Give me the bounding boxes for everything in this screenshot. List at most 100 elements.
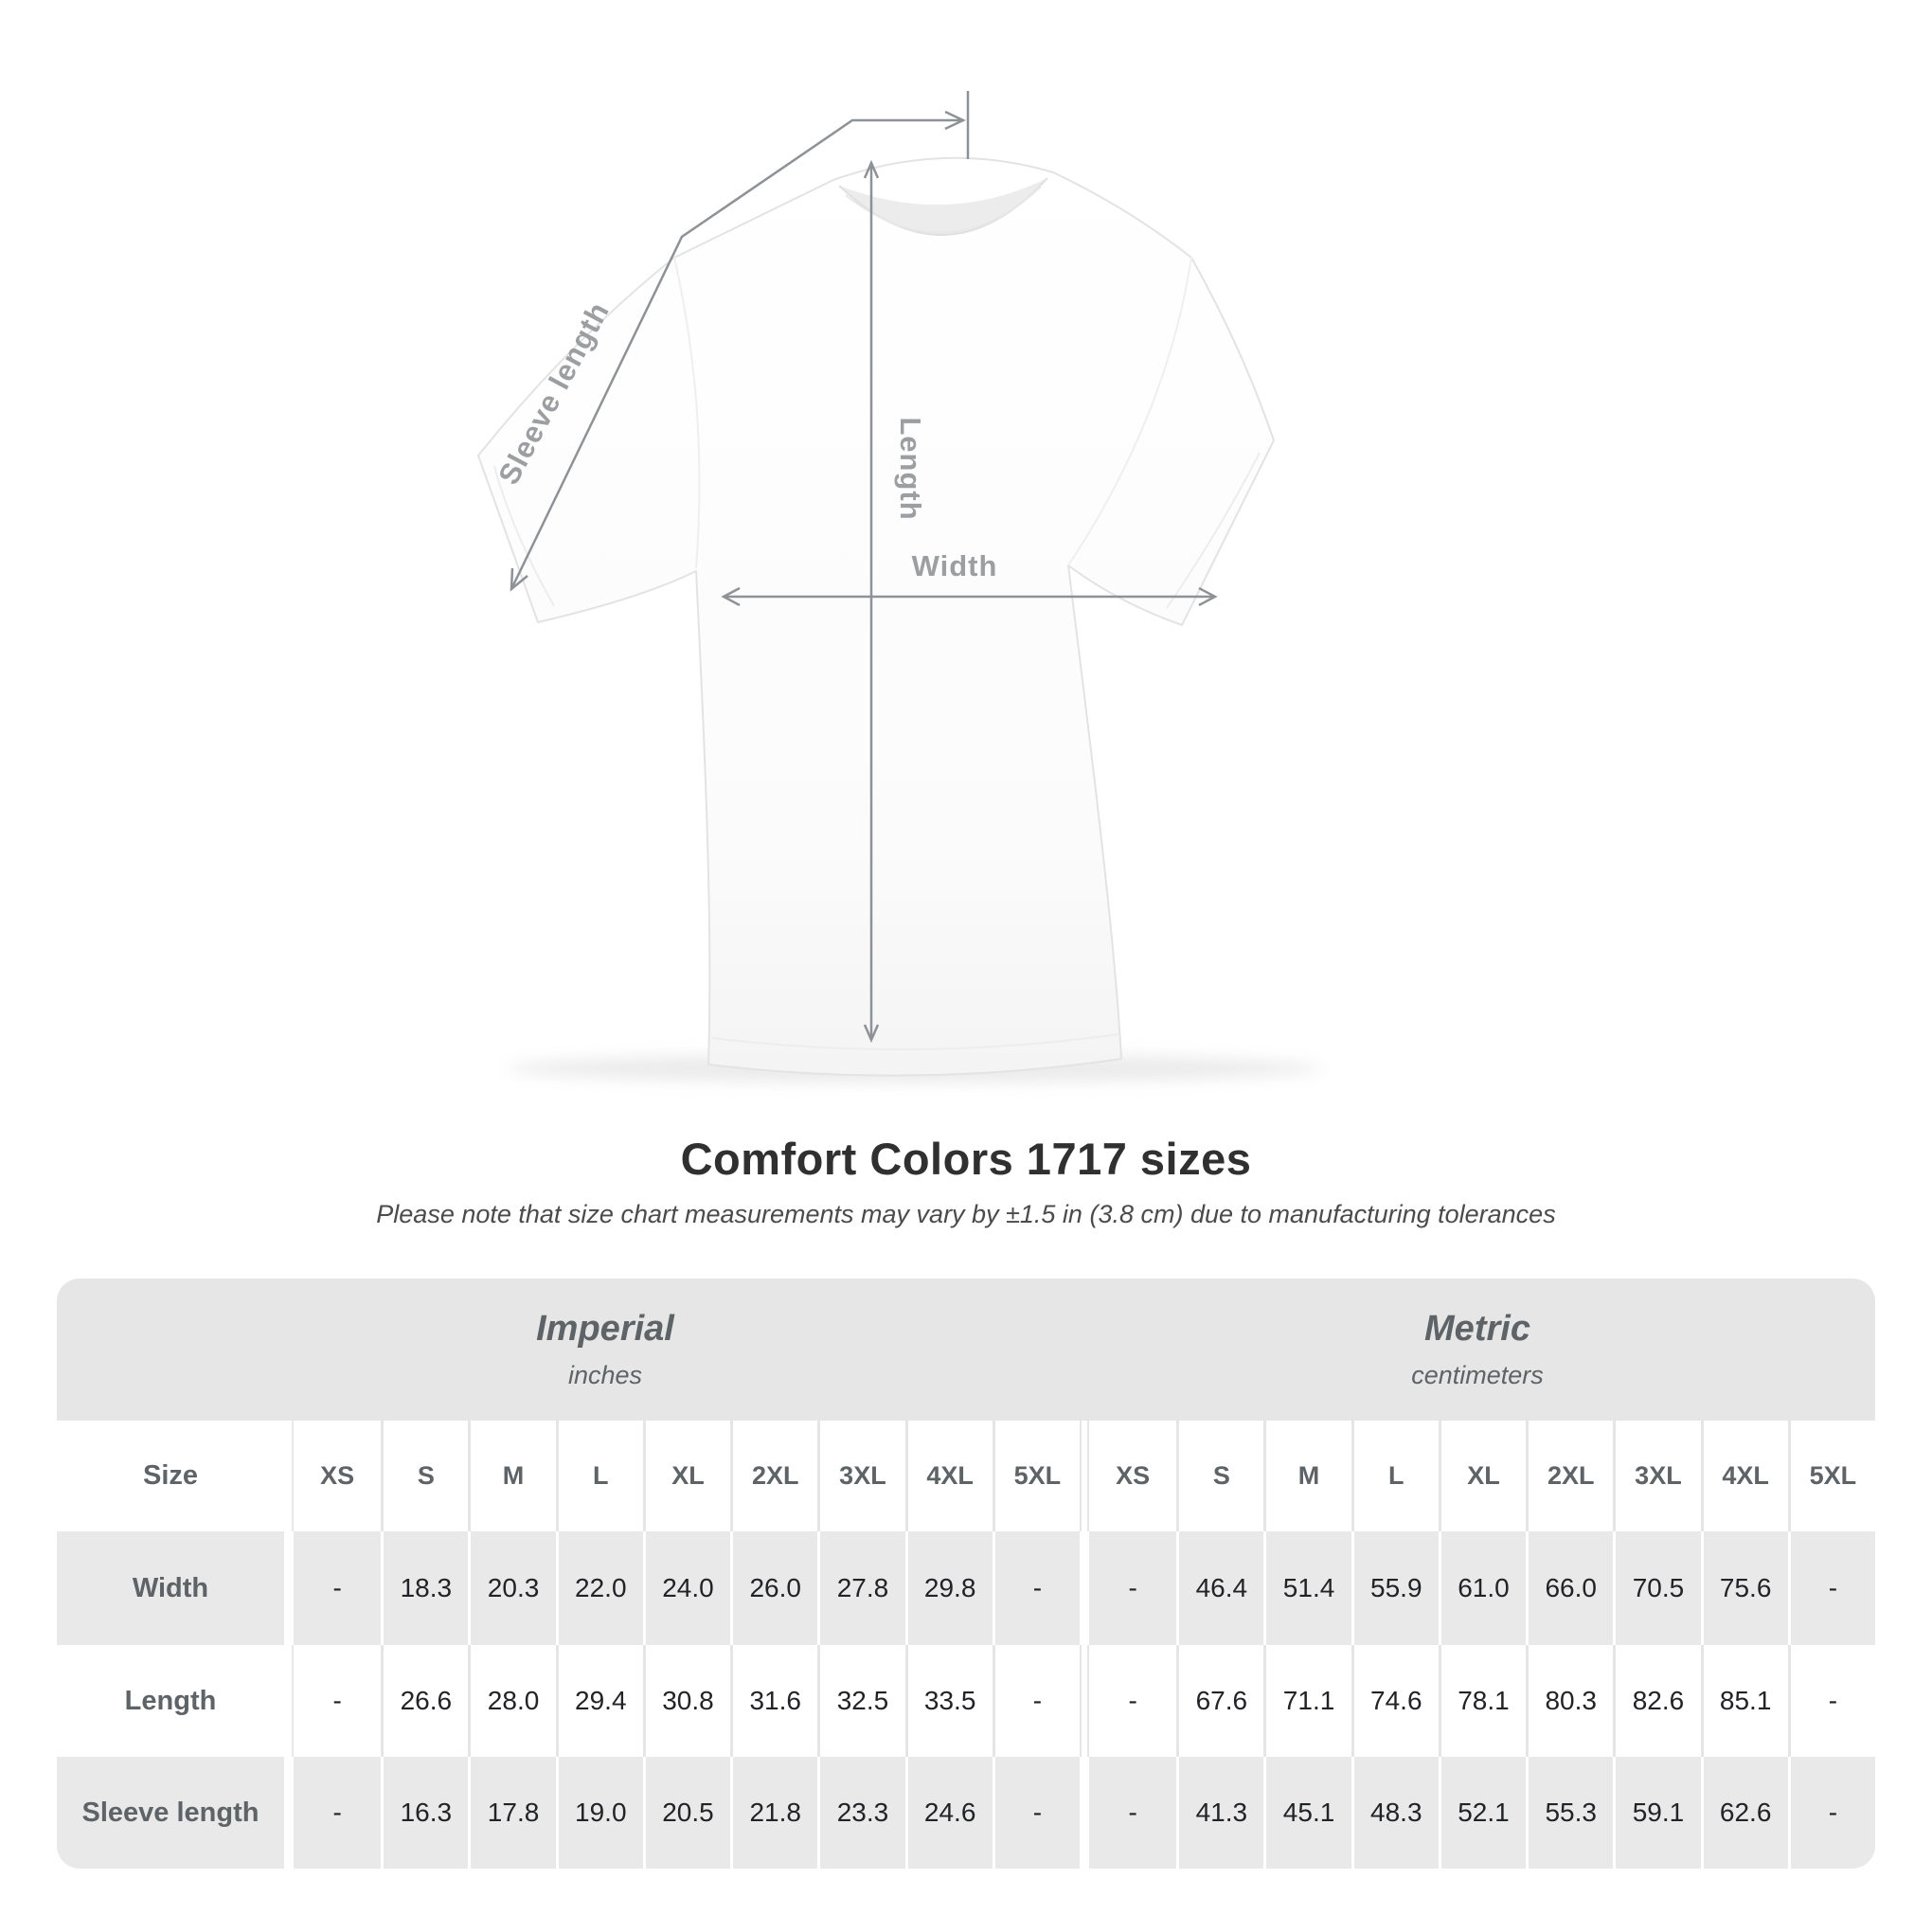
unit-system-header-row: Imperial inches Metric centimeters [57, 1279, 1875, 1421]
unit-system-unit: inches [567, 1361, 643, 1389]
length-label: Length [894, 417, 927, 520]
size-header-cell: 4XL [904, 1421, 993, 1531]
size-header-cell: XL [642, 1421, 730, 1531]
value-cell: - [1128, 1798, 1137, 1827]
arrowhead-down-left-icon [510, 567, 528, 592]
size-column-header: Size [142, 1460, 199, 1491]
value-cell: 75.6 [1700, 1531, 1788, 1645]
value-cell: 29.4 [555, 1645, 643, 1757]
size-header-cell: 5XL [1787, 1421, 1875, 1531]
value-cell: 48.3 [1351, 1757, 1439, 1869]
unit-system-unit: centimeters [1411, 1361, 1544, 1389]
value-cell: - [1128, 1686, 1137, 1715]
value-cell: - [332, 1573, 342, 1602]
value-cell: - [1787, 1757, 1875, 1869]
value-cell: 62.6 [1700, 1757, 1788, 1869]
arrowhead-up-icon [863, 159, 880, 179]
size-header-cell: 4XL [1700, 1421, 1788, 1531]
measurement-annotations [510, 91, 1218, 1044]
value-cell: 66.0 [1526, 1531, 1613, 1645]
value-cell: 51.4 [1263, 1531, 1351, 1645]
value-cell: 52.1 [1438, 1757, 1526, 1869]
left-sleeve-stitch [493, 465, 555, 607]
tolerance-note: Please note that size chart measurements… [376, 1200, 1556, 1228]
value-cell: 33.5 [904, 1645, 993, 1757]
value-cell: 20.5 [642, 1757, 730, 1869]
metric-header: Metric centimeters [1080, 1279, 1875, 1421]
value-cell: 55.9 [1351, 1531, 1439, 1645]
size-header-cell: M [468, 1421, 555, 1531]
tshirt-illustration [477, 156, 1321, 1082]
value-cell: 16.3 [381, 1757, 468, 1869]
value-cell: 19.0 [555, 1757, 643, 1869]
value-cell: 45.1 [1263, 1757, 1351, 1869]
size-header-cell: 5XL [992, 1421, 1080, 1531]
value-cell: 71.1 [1263, 1645, 1351, 1757]
value-cell: - [992, 1757, 1080, 1869]
value-cell: - [332, 1798, 342, 1827]
arrowhead-right-icon [944, 110, 966, 131]
unit-system-divider [1079, 1421, 1089, 1531]
size-header-cell: M [1263, 1421, 1351, 1531]
value-cell: 26.6 [381, 1645, 468, 1757]
value-cell: - [1787, 1531, 1875, 1645]
column-divider [284, 1531, 294, 1645]
table-row-sleeve-length: Sleeve length - 16.3 17.8 19.0 20.5 21.8… [57, 1757, 1875, 1869]
unit-system-divider [1079, 1757, 1089, 1869]
length-arrow [863, 159, 880, 1044]
value-cell: 80.3 [1526, 1645, 1613, 1757]
value-cell: 78.1 [1438, 1645, 1526, 1757]
size-header-cell: XS [320, 1461, 355, 1490]
value-cell: 26.0 [730, 1531, 817, 1645]
collar-opening [839, 178, 1047, 236]
arrowhead-right-icon [1198, 586, 1218, 607]
value-cell: 28.0 [468, 1645, 555, 1757]
value-cell: 70.5 [1613, 1531, 1700, 1645]
right-sleeve-stitch [1166, 452, 1261, 609]
value-cell: - [1128, 1573, 1137, 1602]
tshirt-measurement-diagram: Sleeve length Length Width [477, 91, 1321, 1082]
row-label: Width [132, 1572, 209, 1603]
value-cell: 74.6 [1351, 1645, 1439, 1757]
value-cell: 55.3 [1526, 1757, 1613, 1869]
column-divider [284, 1757, 294, 1869]
size-header-cell: XS [1116, 1461, 1151, 1490]
size-header-cell: 3XL [817, 1421, 904, 1531]
value-cell: - [332, 1686, 342, 1715]
value-cell: - [1787, 1645, 1875, 1757]
column-divider [284, 1421, 294, 1531]
size-header-cell: XL [1438, 1421, 1526, 1531]
size-table: Imperial inches Metric centimeters Size … [57, 1279, 1875, 1869]
hem-stitch [711, 1033, 1119, 1051]
row-label: Length [124, 1685, 217, 1716]
value-cell: 59.1 [1613, 1757, 1700, 1869]
value-cell: 46.4 [1176, 1531, 1263, 1645]
value-cell: 27.8 [817, 1531, 904, 1645]
heading: Comfort Colors 1717 sizes Please note th… [0, 1133, 1932, 1229]
column-divider [284, 1645, 294, 1757]
size-header-cell: 2XL [730, 1421, 817, 1531]
value-cell: 85.1 [1700, 1645, 1788, 1757]
table-row-width: Width - 18.3 20.3 22.0 24.0 26.0 27.8 29… [57, 1531, 1875, 1645]
value-cell: - [992, 1645, 1080, 1757]
value-cell: 23.3 [817, 1757, 904, 1869]
value-cell: 24.0 [642, 1531, 730, 1645]
left-armhole-seam [673, 257, 701, 569]
size-header-cell: L [555, 1421, 643, 1531]
value-cell: 67.6 [1176, 1645, 1263, 1757]
width-label: Width [912, 549, 998, 582]
size-header-cell: S [381, 1421, 468, 1531]
page-title: Comfort Colors 1717 sizes [680, 1134, 1252, 1184]
size-header-cell: L [1351, 1421, 1439, 1531]
width-arrow [721, 586, 1218, 607]
size-header-row: Size XS S M L XL 2XL 3XL 4XL 5XL XS S M … [57, 1421, 1875, 1531]
tshirt-body [477, 156, 1275, 1077]
unit-system-divider [1079, 1531, 1089, 1645]
value-cell: 20.3 [468, 1531, 555, 1645]
sleeve-length-arrow [510, 91, 970, 592]
imperial-header: Imperial inches [57, 1279, 1080, 1421]
value-cell: 22.0 [555, 1531, 643, 1645]
value-cell: 29.8 [904, 1531, 993, 1645]
size-header-cell: 3XL [1613, 1421, 1700, 1531]
